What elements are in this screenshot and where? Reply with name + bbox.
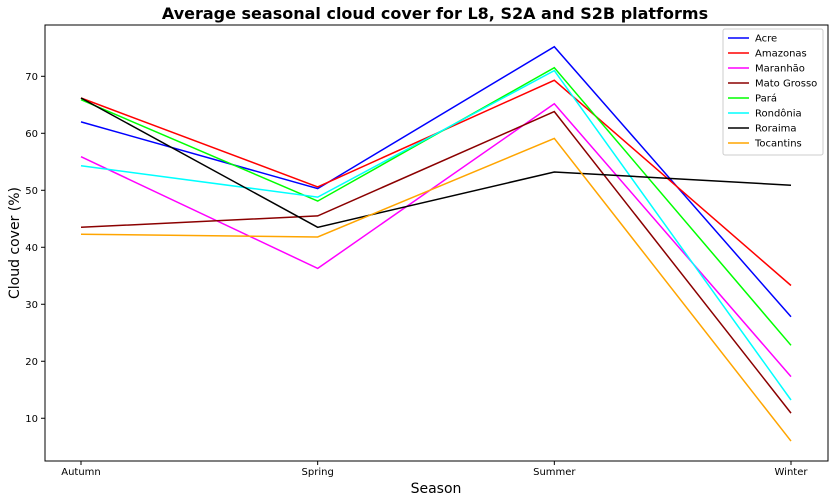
y-tick-label: 60 — [25, 129, 38, 140]
legend-label: Amazonas — [755, 49, 807, 60]
y-tick-label: 20 — [25, 357, 38, 368]
y-tick-label: 50 — [25, 186, 38, 197]
y-tick-label: 30 — [25, 300, 38, 311]
series-line-rond-nia — [80, 69, 792, 401]
y-tick-label: 10 — [25, 414, 38, 425]
y-tick-label: 40 — [25, 243, 38, 254]
legend-label: Roraima — [755, 124, 797, 135]
legend: Acre Amazonas Maranhão Mato Grosso Pará Rondô… — [722, 28, 824, 156]
legend-box — [722, 28, 824, 156]
legend-label: Rondônia — [755, 108, 802, 120]
x-tick-label: Summer — [533, 467, 576, 478]
series-lines — [80, 45, 792, 442]
x-axis: Autumn Spring Summer Winter — [61, 461, 808, 478]
series-line-acre — [80, 45, 792, 318]
y-tick-label: 70 — [25, 72, 38, 83]
legend-label: Maranhão — [755, 64, 805, 75]
series-line-roraima — [80, 97, 792, 229]
y-axis-label: Cloud cover (%) — [7, 187, 23, 299]
series-line-tocantins — [80, 137, 792, 442]
x-tick-label: Autumn — [61, 467, 101, 478]
series-line-maranh-o — [80, 102, 792, 378]
legend-label: Tocantins — [754, 139, 802, 150]
x-axis-label: Season — [411, 481, 462, 497]
plot-area — [44, 24, 829, 462]
legend-label: Pará — [755, 93, 777, 105]
y-axis: 10 20 30 40 50 60 70 — [25, 72, 45, 425]
legend-label: Acre — [755, 34, 777, 45]
series-line-mato-grosso — [80, 110, 792, 414]
x-tick-label: Spring — [302, 467, 334, 478]
chart-title: Average seasonal cloud cover for L8, S2A… — [162, 4, 708, 23]
x-tick-label: Winter — [775, 467, 809, 478]
legend-label: Mato Grosso — [755, 79, 817, 90]
